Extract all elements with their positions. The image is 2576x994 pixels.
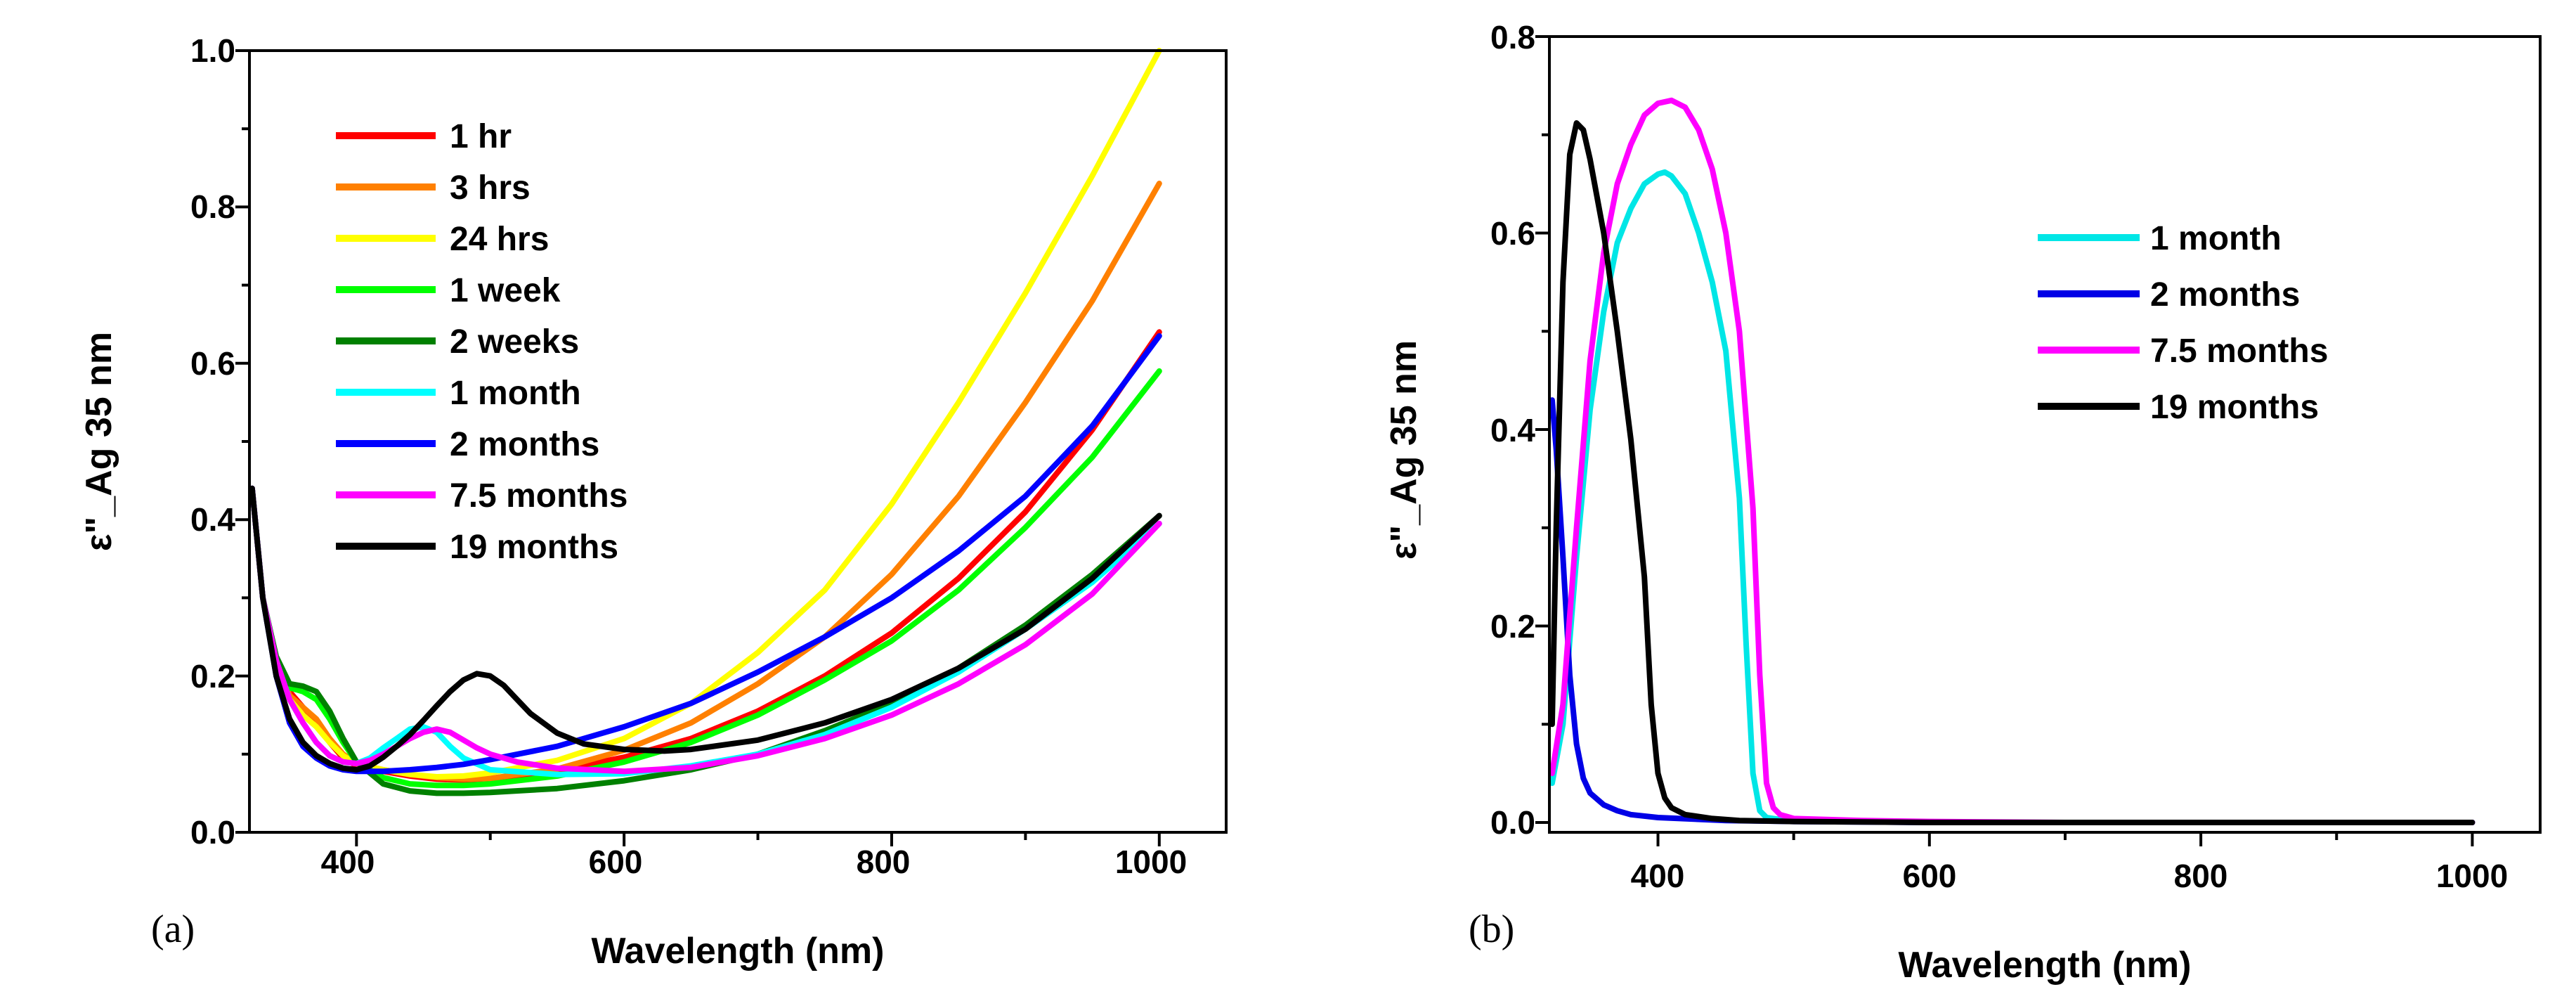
panel-b-frame (1548, 35, 2542, 834)
panel-a-x-tick-label: 1000 (1115, 844, 1187, 880)
panel-b-y-tick-label: 0.4 (1490, 412, 1535, 448)
legend-label: 19 months (450, 529, 618, 566)
panel-b-y-tick-label: 0.8 (1490, 19, 1535, 56)
panel-a-y-tick-label: 1.0 (190, 32, 235, 69)
panel-b: 400 600 800 1000 0.0 0.2 0.4 0.6 0.8 Wav… (1384, 19, 2542, 986)
panel-a-y-tick-label: 0.2 (190, 658, 235, 695)
panel-b-x-tick-label: 600 (1903, 858, 1957, 894)
legend-label: 2 months (2150, 276, 2300, 314)
panel-b-legend: 1 month 2 months 7.5 months 19 months (2038, 220, 2328, 426)
panel-b-x-tick-label: 1000 (2436, 858, 2508, 894)
panel-a-y-axis-title: ε"_Ag 35 nm (79, 332, 119, 551)
panel-a-series-line-24-hrs (249, 48, 1162, 780)
panel-b-y-tick-label: 0.0 (1490, 804, 1535, 841)
panel-b-series-line-1-month (1549, 169, 2476, 825)
panel-a-x-tick-label: 400 (321, 844, 375, 880)
panel-a: 400 600 800 1000 0.0 0.2 0.4 0.6 0.8 1.0… (79, 32, 1228, 972)
panel-a-x-tick-label: 600 (589, 844, 643, 880)
panel-a-ticks (235, 49, 1161, 846)
panel-b-x-axis-title: Wavelength (nm) (1899, 945, 2192, 986)
panel-b-x-tick-label: 400 (1631, 858, 1685, 894)
panel-b-y-axis-title: ε"_Ag 35 nm (1384, 340, 1424, 560)
panel-b-label: (b) (1469, 908, 1514, 951)
legend-label: 7.5 months (2150, 333, 2328, 370)
panel-a-y-tick-label: 0.8 (190, 188, 235, 225)
legend-label: 19 months (2150, 389, 2319, 426)
legend-label: 3 hrs (450, 169, 531, 207)
panel-a-x-tick-label: 800 (857, 844, 911, 880)
panel-a-label: (a) (151, 908, 195, 951)
legend-label: 1 month (2150, 220, 2282, 257)
panel-b-y-tick-labels: 0.0 0.2 0.4 0.6 0.8 (1490, 19, 1535, 841)
panel-b-y-tick-label: 0.6 (1490, 215, 1535, 252)
legend-label: 1 month (450, 375, 581, 412)
panel-a-legend: 1 hr 3 hrs 24 hrs 1 week 2 weeks 1 month… (336, 118, 627, 566)
panel-a-y-tick-labels: 0.0 0.2 0.4 0.6 0.8 1.0 (190, 32, 235, 851)
legend-label: 2 months (450, 426, 599, 463)
panel-b-x-tick-labels: 400 600 800 1000 (1631, 858, 2509, 894)
panel-a-series (249, 48, 1162, 796)
panel-a-series-line-19-months (249, 485, 1162, 773)
panel-a-x-tick-labels: 400 600 800 1000 (321, 844, 1188, 880)
panel-a-series-line-1-week (249, 368, 1162, 789)
panel-a-series-line-7-5-months (249, 485, 1162, 775)
panel-b-ticks (1535, 35, 2474, 846)
panel-a-series-line-2-weeks (249, 485, 1162, 796)
panel-b-x-tick-label: 800 (2174, 858, 2228, 894)
panel-a-x-axis-title: Wavelength (nm) (592, 931, 885, 972)
panel-a-y-tick-label: 0.6 (190, 345, 235, 382)
panel-a-y-tick-label: 0.0 (190, 814, 235, 851)
legend-label: 7.5 months (450, 477, 627, 515)
panel-b-series (1549, 97, 2476, 825)
panel-b-y-tick-label: 0.2 (1490, 608, 1535, 645)
legend-label: 24 hrs (450, 221, 549, 258)
panel-b-series-line-2-months (1549, 397, 2476, 825)
legend-label: 1 week (450, 272, 561, 309)
legend-label: 2 weeks (450, 323, 579, 361)
panel-a-y-tick-label: 0.4 (190, 501, 235, 538)
panel-b-series-line-19-months (1549, 120, 2476, 825)
legend-label: 1 hr (450, 118, 512, 155)
